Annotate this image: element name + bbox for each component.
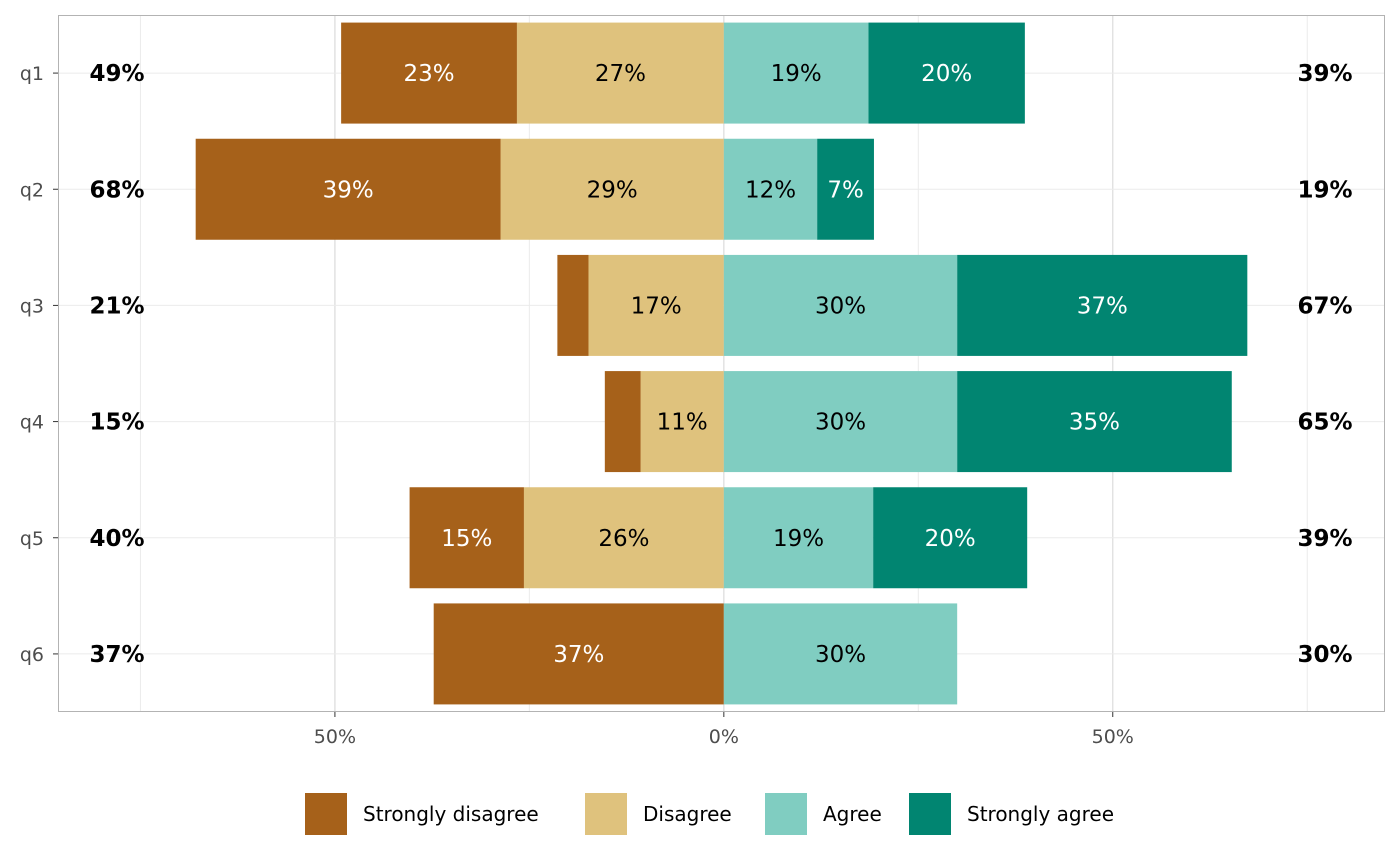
- bar-agree: [723, 371, 958, 473]
- legend: Strongly disagree Disagree Agree Strongly a…: [305, 793, 1114, 835]
- bar-strongly-disagree: [433, 603, 724, 705]
- bar-strongly-agree: [873, 487, 1028, 589]
- data-label: 37%: [1077, 293, 1128, 319]
- data-label: 19%: [771, 61, 822, 87]
- left-total: 49%: [89, 61, 144, 87]
- bar-agree: [723, 22, 869, 124]
- totals: 49% 39% 68% 19% 21% 67% 15% 65% 40% 39% 37% 30%: [89, 61, 1352, 668]
- y-tick-label: q6: [20, 644, 44, 666]
- data-label: 7%: [827, 177, 864, 203]
- data-label: 35%: [1069, 410, 1120, 436]
- data-label: 19%: [773, 526, 824, 552]
- bar-disagree: [516, 22, 724, 124]
- right-total: 39%: [1297, 526, 1352, 552]
- bar-strongly-disagree: [195, 138, 501, 240]
- legend-label: Disagree: [643, 802, 732, 826]
- bar-strongly-agree: [817, 138, 874, 240]
- bar-disagree: [640, 371, 724, 473]
- legend-label: Strongly disagree: [363, 802, 539, 826]
- data-label: 37%: [553, 642, 604, 668]
- data-label: 30%: [815, 410, 866, 436]
- left-total: 37%: [89, 642, 144, 668]
- axes: q1 q2 q3 q4 q5 q6 50% 0% 50%: [20, 63, 1134, 748]
- right-total: 39%: [1297, 61, 1352, 87]
- left-total: 40%: [89, 526, 144, 552]
- bar-disagree: [500, 138, 724, 240]
- bar-strongly-agree: [957, 254, 1248, 356]
- data-label: 15%: [441, 526, 492, 552]
- data-label: 27%: [595, 61, 646, 87]
- y-tick-label: q5: [20, 528, 44, 550]
- legend-label: Agree: [823, 802, 882, 826]
- bar-disagree: [523, 487, 724, 589]
- data-label: 17%: [631, 293, 682, 319]
- legend-label: Strongly agree: [967, 802, 1114, 826]
- bar-agree: [723, 603, 958, 705]
- right-total: 30%: [1297, 642, 1352, 668]
- y-tick-label: q4: [20, 412, 44, 434]
- data-label: 20%: [921, 61, 972, 87]
- right-total: 19%: [1297, 177, 1352, 203]
- bar-agree: [723, 487, 874, 589]
- bar-strongly-disagree: [341, 22, 517, 124]
- x-tick-label: 50%: [314, 726, 356, 748]
- plot-panel-border: [58, 15, 1385, 712]
- y-tick-label: q3: [20, 295, 44, 317]
- x-tick-label: 0%: [709, 726, 739, 748]
- bar-strongly-disagree: [557, 254, 589, 356]
- bars: [195, 22, 1248, 705]
- right-total: 65%: [1297, 410, 1352, 436]
- bar-agree: [723, 254, 958, 356]
- data-label: 26%: [598, 526, 649, 552]
- data-label: 30%: [815, 642, 866, 668]
- data-label: 20%: [925, 526, 976, 552]
- left-total: 15%: [89, 410, 144, 436]
- data-label: 23%: [403, 61, 454, 87]
- bar-strongly-disagree: [604, 371, 641, 473]
- bar-strongly-disagree: [409, 487, 524, 589]
- data-label: 30%: [815, 293, 866, 319]
- data-labels: 27% 23% 19% 20% 29% 39% 12% 7% 17% 30% 37% 11% 30% 35…: [323, 61, 1128, 668]
- y-tick-label: q2: [20, 179, 44, 201]
- left-total: 21%: [89, 293, 144, 319]
- x-tick-label: 50%: [1092, 726, 1134, 748]
- bar-disagree: [588, 254, 724, 356]
- legend-swatch: [909, 793, 951, 835]
- data-label: 29%: [587, 177, 638, 203]
- bar-strongly-agree: [957, 371, 1232, 473]
- left-total: 68%: [89, 177, 144, 203]
- bar-agree: [723, 138, 818, 240]
- data-label: 11%: [657, 410, 708, 436]
- data-label: 12%: [745, 177, 796, 203]
- data-label: 39%: [323, 177, 374, 203]
- bar-strongly-agree: [868, 22, 1025, 124]
- legend-swatch: [305, 793, 347, 835]
- y-tick-label: q1: [20, 63, 44, 85]
- legend-swatch: [765, 793, 807, 835]
- right-total: 67%: [1297, 293, 1352, 319]
- legend-swatch: [585, 793, 627, 835]
